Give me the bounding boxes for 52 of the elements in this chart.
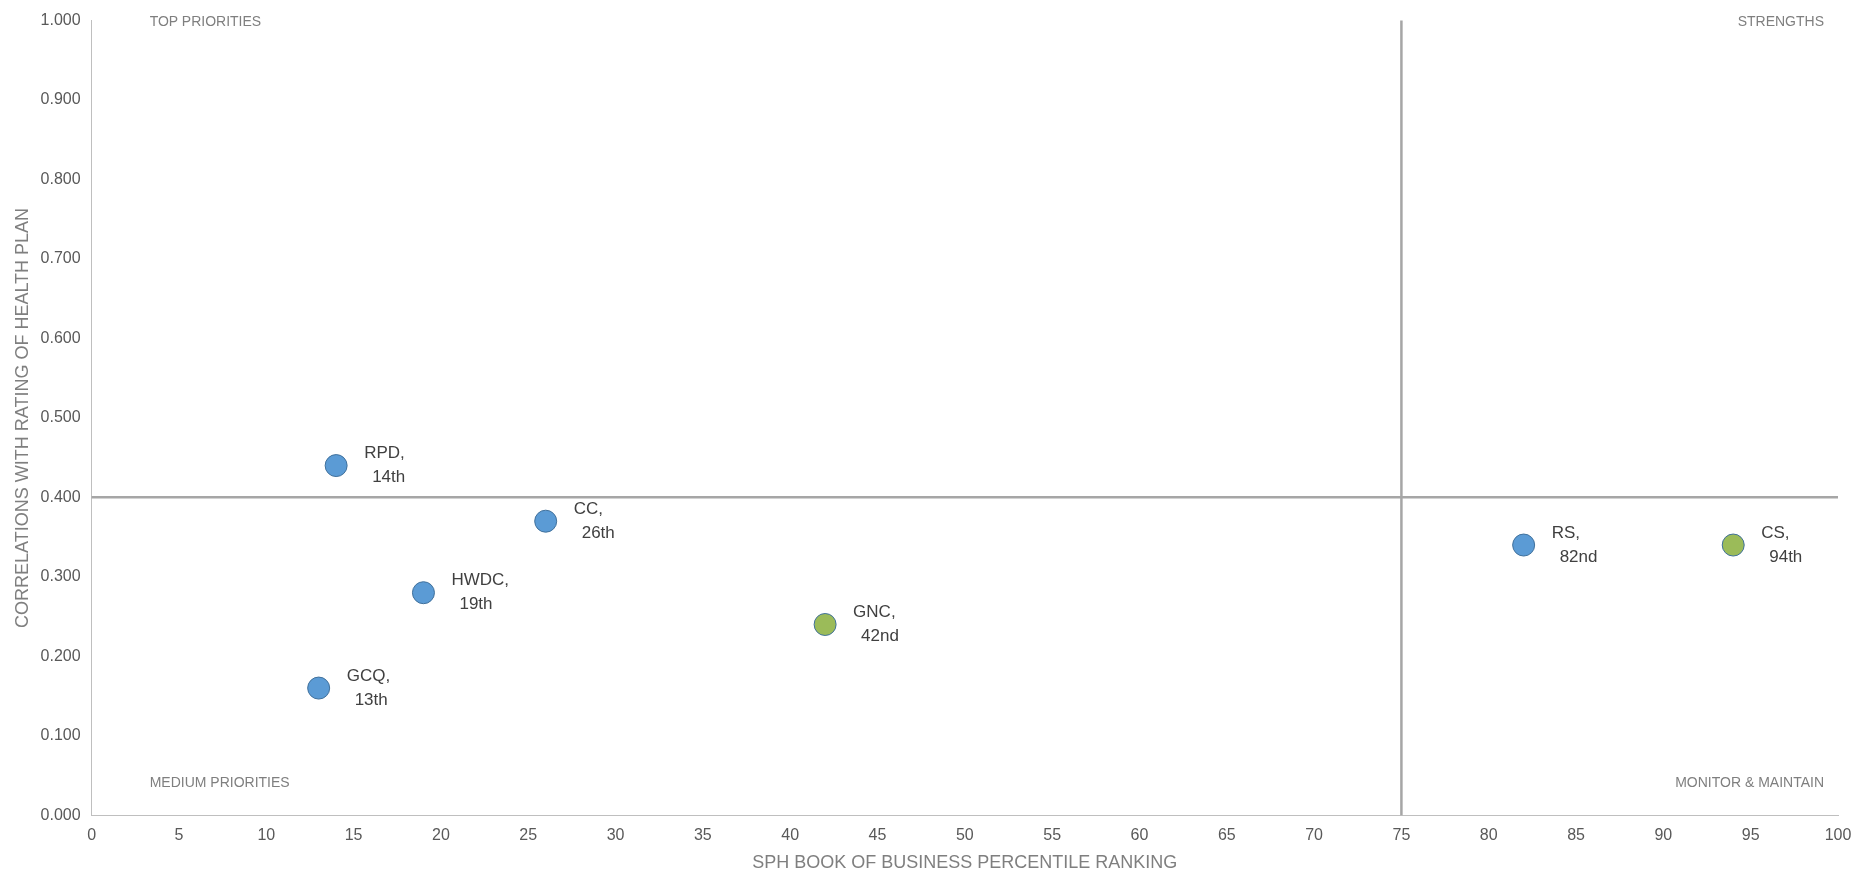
x-tick-label: 40	[781, 826, 800, 844]
annotation: GCQ, 13th	[346, 665, 391, 709]
x-tick-label: 30	[606, 826, 625, 844]
y-tick-label: 0.000	[40, 805, 81, 823]
x-tick-label: 65	[1217, 826, 1236, 844]
x-tick-label: 75	[1392, 826, 1411, 844]
y-tick-label: 0.600	[40, 328, 81, 346]
x-tick-label: 10	[257, 826, 276, 844]
x-tick-label: 95	[1741, 826, 1760, 844]
annotation: CS, 94th	[1761, 522, 1803, 566]
x-tick-label: 90	[1654, 826, 1673, 844]
x-tick-label: 45	[868, 826, 887, 844]
point	[1512, 533, 1536, 557]
y-tick-label: 0.200	[40, 646, 81, 664]
y-tick-label: 0.300	[40, 567, 81, 585]
point	[324, 454, 348, 478]
annotation: RS, 82nd	[1551, 522, 1598, 566]
y-tick-label: 1.000	[40, 11, 81, 29]
point	[307, 676, 331, 700]
x-tick-label: 35	[693, 826, 712, 844]
x-tick-label: 0	[87, 826, 97, 844]
x-tick-label: 50	[955, 826, 974, 844]
annotation: GNC, 42nd	[853, 602, 899, 646]
y-tick-label: 0.700	[40, 249, 81, 267]
y-tick-label: 0.900	[40, 90, 81, 108]
x-tick-label: 70	[1305, 826, 1324, 844]
x-tick-label: 100	[1824, 826, 1852, 844]
point	[813, 613, 837, 636]
annotation: CC, 26th	[573, 498, 615, 542]
x-tick-label: 5	[174, 826, 184, 844]
y-tick-label: 0.500	[40, 408, 81, 426]
y-tick-label: 0.400	[40, 487, 81, 505]
x-tick-label: 25	[519, 826, 538, 844]
x-tick-label: 55	[1043, 826, 1062, 844]
annotation: HWDC, 19th	[451, 570, 510, 614]
annotation: MEDIUM PRIORITIES	[149, 774, 290, 791]
annotation: STRENGTHS	[1737, 13, 1824, 30]
annotation: MONITOR & MAINTAIN	[1675, 774, 1824, 791]
annotation: TOP PRIORITIES	[149, 13, 262, 30]
x-tick-label: 15	[344, 826, 363, 844]
x-tick-label: 60	[1130, 826, 1149, 844]
x-tick-label: 85	[1567, 826, 1586, 844]
x-tick-label: 80	[1479, 826, 1498, 844]
annotation: RPD, 14th	[364, 443, 406, 487]
y-tick-label: 0.800	[40, 169, 81, 187]
point	[411, 581, 435, 605]
point	[534, 509, 558, 533]
y-axis-title: CORRELATIONS WITH RATING OF HEALTH PLAN	[11, 207, 32, 628]
y-tick-label: 0.100	[40, 726, 81, 744]
x-tick-label: 20	[432, 826, 450, 844]
point	[1721, 533, 1745, 557]
x-axis-title: SPH BOOK OF BUSINESS PERCENTILE RANKING	[752, 852, 1178, 873]
